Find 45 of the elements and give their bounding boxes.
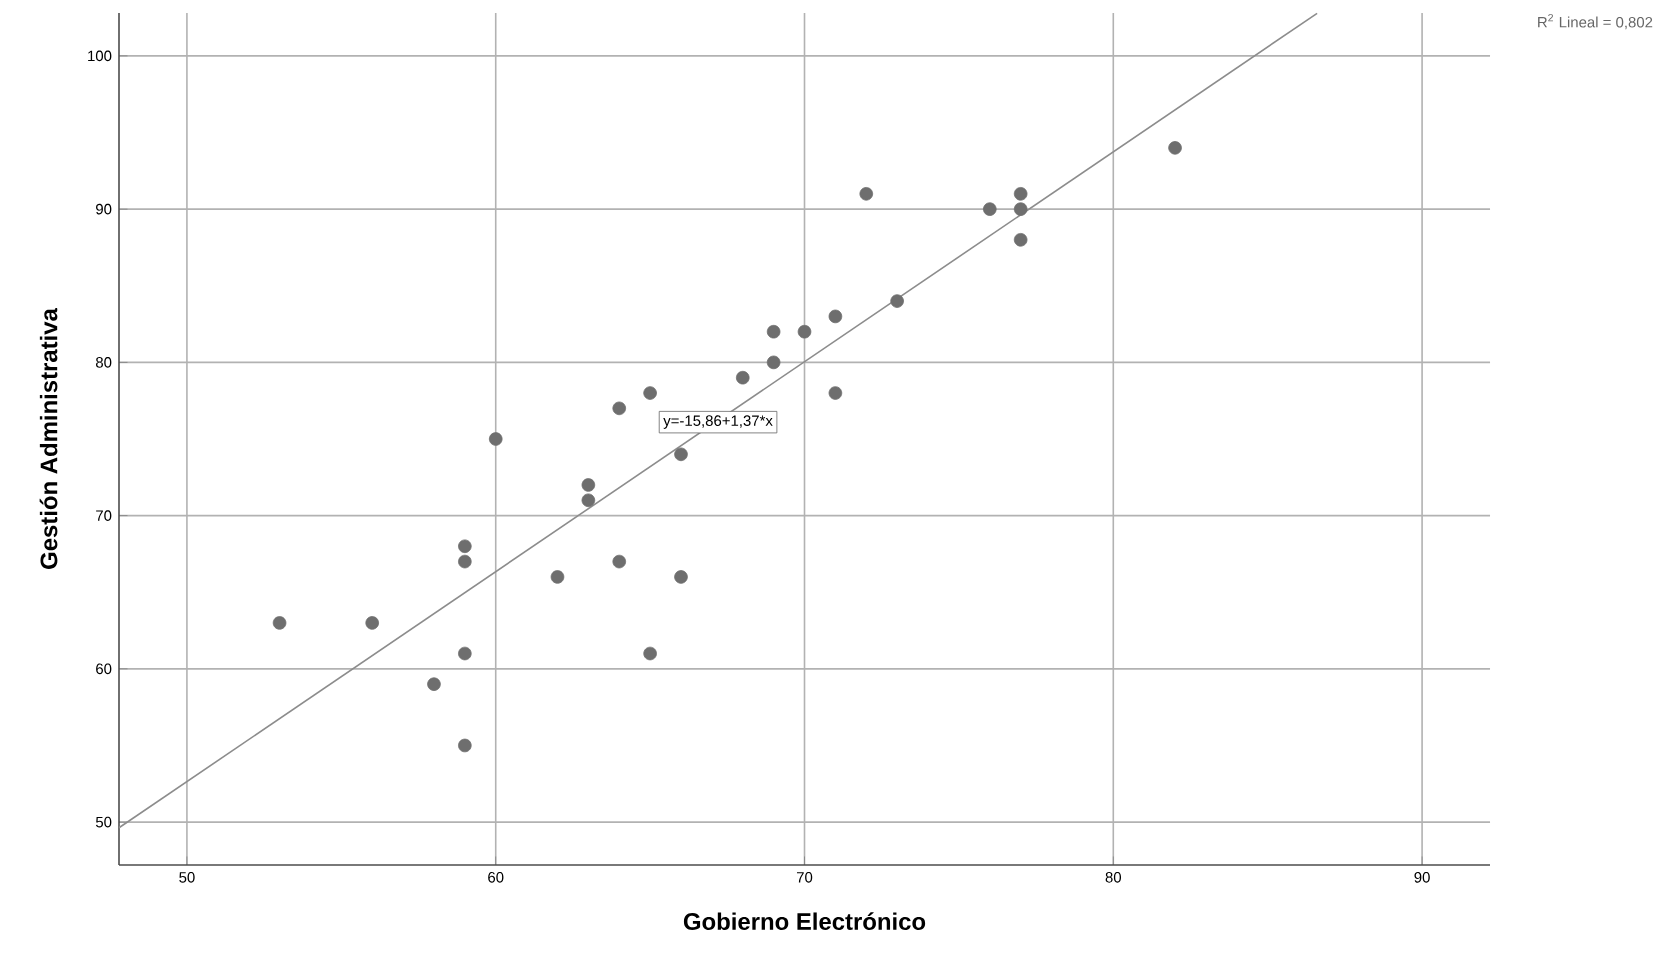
point [458, 539, 472, 554]
point [612, 401, 627, 416]
x-tick-label: 80 [1105, 872, 1122, 883]
y-tick-label: 70 [96, 510, 112, 521]
point [797, 324, 812, 339]
point [1013, 233, 1028, 247]
y-tick-label: 100 [88, 50, 112, 62]
x-tick-label: 60 [488, 872, 504, 883]
point [766, 355, 781, 370]
y-tick-label: 60 [96, 663, 112, 675]
y-axis-title: Gestión Administrativa [39, 308, 58, 569]
x-tick-label: 50 [179, 872, 195, 883]
point [828, 386, 843, 400]
point [890, 294, 904, 308]
point [643, 386, 657, 400]
point [458, 554, 472, 569]
point [828, 309, 843, 324]
x-axis-title: Gobierno Electrónico [683, 912, 926, 930]
y-tick-label: 80 [95, 357, 112, 368]
point [427, 677, 441, 691]
point [643, 646, 657, 661]
point [612, 554, 627, 569]
point [674, 570, 688, 584]
point [550, 570, 565, 584]
point [1168, 141, 1182, 155]
point [581, 478, 596, 492]
point [365, 616, 379, 630]
text: R$^{2}$ Lineal = 0,802 [1538, 14, 1653, 30]
x-tick-label: 90 [1414, 872, 1430, 883]
point [1013, 187, 1028, 201]
point [859, 187, 874, 201]
point [983, 202, 997, 216]
point [674, 447, 688, 462]
point [488, 432, 503, 446]
point [581, 493, 596, 508]
annotation: y=-15,86+1,37*x [663, 415, 773, 429]
point [766, 324, 781, 339]
x-tick-label: 70 [796, 872, 813, 883]
y-tick-label: 90 [96, 203, 112, 215]
point [458, 646, 472, 661]
point [735, 370, 750, 385]
y-tick-label: 50 [95, 816, 112, 828]
point [272, 616, 287, 630]
point [458, 738, 472, 753]
point [1013, 202, 1028, 216]
